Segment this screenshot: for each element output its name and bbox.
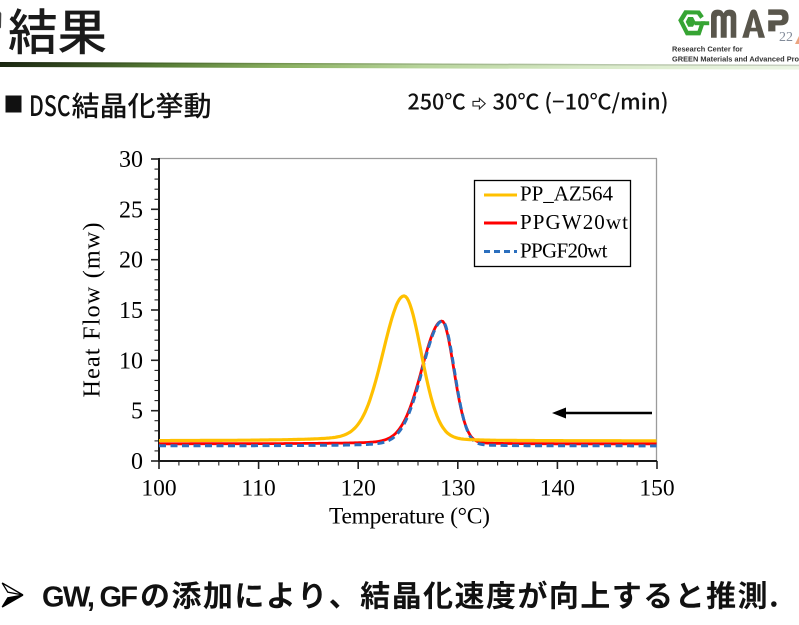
svg-text:0: 0 <box>131 449 143 475</box>
svg-text:20: 20 <box>119 248 143 274</box>
svg-text:5: 5 <box>131 399 143 425</box>
svg-text:120: 120 <box>341 476 376 502</box>
svg-text:Heat Flow (mw): Heat Flow (mw) <box>80 223 106 398</box>
svg-text:PP_AZ564: PP_AZ564 <box>520 182 614 206</box>
svg-text:GREEN Materials and Advanced P: GREEN Materials and Advanced Proce <box>672 55 799 64</box>
svg-text:PPGF20wt: PPGF20wt <box>520 239 608 263</box>
svg-text:10: 10 <box>119 348 143 374</box>
svg-text:140: 140 <box>540 476 575 502</box>
svg-text:100: 100 <box>141 476 176 502</box>
svg-text:Research Center for: Research Center for <box>672 45 743 54</box>
svg-text:GW, GF: GW, GF <box>42 582 138 614</box>
svg-text:22: 22 <box>779 30 793 45</box>
svg-text:25: 25 <box>119 197 143 223</box>
svg-text:110: 110 <box>241 476 275 502</box>
svg-text:PPGW20wt: PPGW20wt <box>520 210 628 234</box>
svg-text:150: 150 <box>639 476 674 502</box>
svg-text:Temperature (°C): Temperature (°C) <box>329 504 490 530</box>
svg-text:15: 15 <box>119 298 143 324</box>
svg-text:30: 30 <box>119 147 143 173</box>
svg-text:130: 130 <box>440 476 475 502</box>
